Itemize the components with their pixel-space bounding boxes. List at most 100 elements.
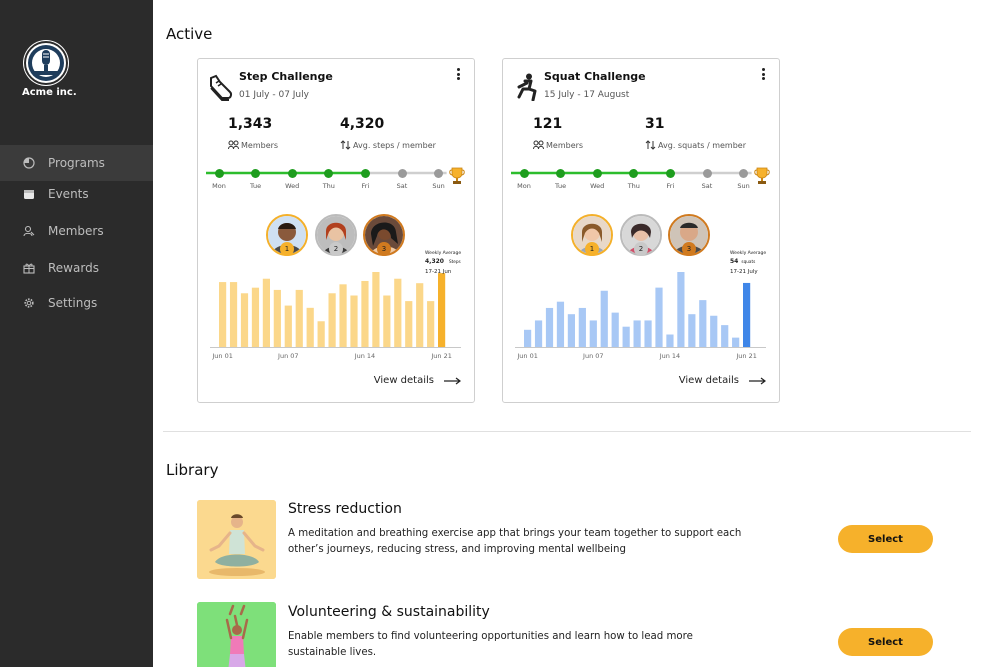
chart-bar[interactable]: [219, 282, 227, 347]
day-progress-dot: [519, 169, 529, 178]
squat-icon: [517, 73, 537, 101]
tooltip-value: 54: [730, 258, 738, 265]
chart-bar[interactable]: [578, 307, 586, 347]
chart-bar[interactable]: [383, 295, 391, 347]
select-volunteering-button[interactable]: Select: [838, 628, 933, 656]
sidebar-item-events[interactable]: Events: [0, 176, 153, 212]
leader-avatar-1[interactable]: [266, 214, 308, 256]
tooltip-title: Weekly Average: [425, 250, 461, 256]
gift-icon: [22, 261, 36, 275]
rank-badge-1: 1: [280, 242, 294, 256]
chart-bar[interactable]: [361, 280, 369, 347]
chart-bar[interactable]: [306, 307, 314, 347]
chart-bar[interactable]: [372, 272, 380, 347]
chart-bar[interactable]: [416, 283, 424, 347]
chart-bar[interactable]: [589, 320, 597, 347]
chart-bar[interactable]: [438, 273, 446, 347]
chart-bar[interactable]: [534, 320, 543, 347]
chart-bar[interactable]: [611, 312, 619, 347]
more-options-icon[interactable]: [454, 67, 462, 81]
x-tick-label: Jun 07: [277, 352, 299, 360]
chart-bar[interactable]: [295, 289, 303, 347]
rank-badge-3: 3: [682, 242, 696, 256]
day-label: Mon: [517, 182, 531, 190]
gear-icon: [22, 296, 36, 310]
day-progress-dot: [287, 169, 297, 178]
squat-challenge-card[interactable]: Squat Challenge 15 July - 17 August 121 …: [502, 58, 780, 403]
volunteering-thumbnail[interactable]: [197, 602, 276, 667]
squats-bar-chart: Jun 01 Jun 07 Jun 14 Jun 21 Weekly Average 54…: [515, 250, 766, 360]
chart-bar[interactable]: [743, 282, 751, 347]
day-label: Fri: [666, 182, 675, 190]
view-details-link[interactable]: View details: [679, 375, 767, 386]
chart-bar[interactable]: [394, 278, 402, 347]
sidebar-item-rewards[interactable]: Rewards: [0, 250, 153, 286]
tooltip-range: 17-21 Jun: [425, 269, 452, 275]
sidebar-item-settings[interactable]: Settings: [0, 285, 153, 321]
chart-bar[interactable]: [262, 278, 270, 347]
members-label: Members: [533, 140, 583, 150]
active-section-title: Active: [166, 25, 213, 43]
day-progress-dot: [702, 169, 712, 178]
chart-bar[interactable]: [427, 301, 435, 347]
chart-bar[interactable]: [545, 307, 554, 347]
chart-bar[interactable]: [666, 334, 674, 348]
day-progress-dot: [360, 169, 370, 178]
view-details-label: View details: [373, 375, 434, 386]
day-progress-dot: [214, 169, 224, 178]
chart-bar[interactable]: [251, 287, 260, 347]
library-item-description: A meditation and breathing exercise app …: [288, 528, 742, 555]
sidebar: Acme inc. Programs Events Members Reward…: [0, 0, 153, 667]
company-logo[interactable]: [24, 41, 68, 85]
chart-bar[interactable]: [240, 293, 249, 347]
user-icon: [22, 224, 36, 238]
chart-bar[interactable]: [405, 301, 413, 347]
chart-bar[interactable]: [622, 326, 630, 347]
members-icon: [533, 140, 544, 150]
chart-bar[interactable]: [273, 289, 281, 347]
day-label: Wed: [285, 182, 300, 190]
chart-bar[interactable]: [732, 337, 740, 347]
chart-bar[interactable]: [339, 284, 347, 347]
card-dates: 15 July - 17 August: [544, 90, 630, 100]
chart-bar[interactable]: [317, 321, 325, 347]
chart-bar[interactable]: [655, 287, 663, 347]
avg-label: Avg. steps / member: [340, 140, 436, 150]
chart-bar[interactable]: [721, 325, 729, 347]
library-section-title: Library: [166, 461, 219, 479]
chart-bar[interactable]: [710, 315, 718, 347]
chart-bar[interactable]: [699, 300, 707, 347]
sidebar-item-programs[interactable]: Programs: [0, 145, 153, 181]
chart-bar[interactable]: [524, 329, 532, 347]
stress-reduction-thumbnail[interactable]: [197, 500, 276, 579]
chart-bar[interactable]: [567, 314, 575, 347]
chart-bar[interactable]: [284, 305, 292, 347]
day-label: Sat: [701, 182, 713, 190]
select-stress-reduction-button[interactable]: Select: [838, 525, 933, 553]
chart-bar[interactable]: [688, 314, 696, 347]
view-details-link[interactable]: View details: [374, 375, 462, 386]
day-label: Sun: [737, 182, 750, 190]
more-options-icon[interactable]: [759, 67, 767, 81]
chart-bar[interactable]: [350, 295, 358, 347]
members-label-text: Members: [546, 140, 584, 150]
chart-bar[interactable]: [556, 301, 565, 347]
steps-bar-chart: Jun 01 Jun 07 Jun 14 Jun 21 Weekly Average 4,…: [210, 250, 461, 360]
sidebar-item-members[interactable]: Members: [0, 213, 153, 249]
day-progress-dot: [629, 169, 639, 178]
day-label: Fri: [361, 182, 370, 190]
chart-bar[interactable]: [600, 290, 608, 347]
chart-bar[interactable]: [633, 320, 641, 347]
chart-bar[interactable]: [229, 282, 238, 347]
day-label: Thu: [627, 182, 640, 190]
chart-bar[interactable]: [677, 272, 685, 347]
library-item-title: Volunteering & sustainability: [288, 604, 490, 620]
tooltip-unit: Steps: [449, 259, 461, 264]
members-label-text: Members: [241, 140, 279, 150]
tooltip-unit: squats: [741, 259, 755, 264]
chart-bar[interactable]: [328, 293, 336, 347]
chart-bar[interactable]: [644, 320, 652, 347]
avg-label-text: Avg. squats / member: [658, 140, 747, 150]
day-progress-dot: [324, 169, 334, 178]
step-challenge-card[interactable]: Step Challenge 01 July - 07 July 1,343 M…: [197, 58, 475, 403]
